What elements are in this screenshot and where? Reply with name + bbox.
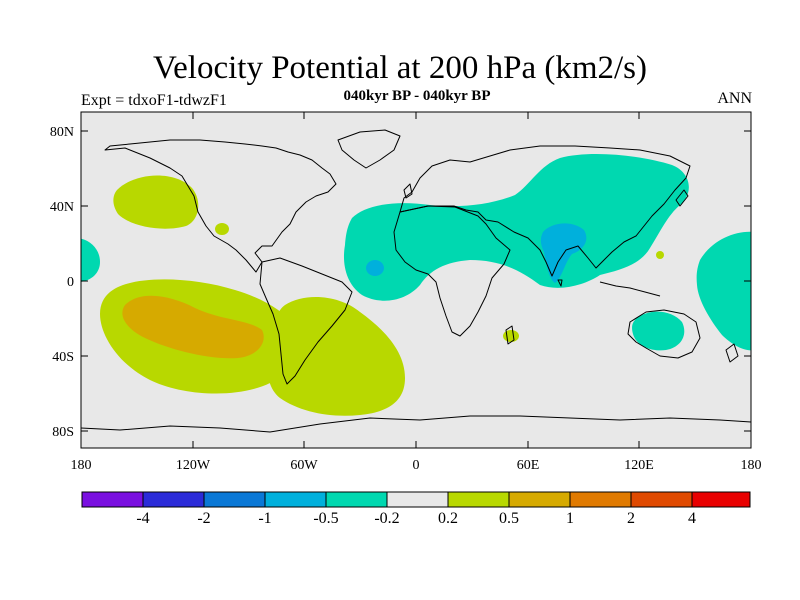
colorbar-swatch	[630, 491, 693, 508]
colorbar-label: 0.2	[438, 510, 458, 527]
y-label-40s: 40S	[52, 350, 74, 365]
experiment-label: Expt = tdxoF1-tdwzF1	[81, 92, 227, 109]
colorbar: -4 -2 -1 -0.5 -0.2 0.2 0.5 1 2 4	[81, 491, 751, 527]
region-south-pacific-core	[122, 295, 264, 359]
colorbar-swatch	[386, 491, 449, 508]
colorbar-label: 4	[688, 510, 696, 527]
coast-south-america	[259, 257, 353, 385]
colorbar-swatch	[569, 491, 632, 508]
x-label-120e: 120E	[624, 458, 654, 473]
colorbar-swatch	[447, 491, 510, 508]
axis-ticks	[81, 112, 751, 448]
colorbar-label: 0.5	[499, 510, 519, 527]
plot-subtitle: 040kyr BP - 040kyr BP	[343, 88, 491, 104]
colorbar-swatch	[81, 491, 144, 508]
colorbar-swatch	[508, 491, 571, 508]
colorbar-label: -1	[258, 510, 271, 527]
region-madagascar-positive	[503, 330, 519, 342]
coast-eurasia	[399, 145, 691, 277]
coast-sri-lanka	[557, 279, 563, 287]
region-eastern-pacific-negative	[81, 238, 100, 282]
coastlines	[81, 129, 751, 433]
y-label-40n: 40N	[50, 200, 74, 215]
x-label-180e: 180	[741, 458, 762, 473]
region-north-pacific-positive	[113, 175, 199, 229]
colorbar-label: -0.5	[313, 510, 338, 527]
colorbar-label: -4	[136, 510, 149, 527]
region-south-america-positive	[266, 296, 405, 416]
x-label-180w: 180	[71, 458, 92, 473]
region-west-pacific-negative	[696, 231, 751, 351]
colorbar-swatch	[264, 491, 327, 508]
coast-antarctica	[81, 415, 751, 433]
region-west-africa-core-negative	[366, 260, 384, 276]
plot-title: Velocity Potential at 200 hPa (km2/s)	[152, 50, 648, 86]
coast-north-america	[104, 139, 337, 273]
coast-australia	[627, 309, 701, 359]
colorbar-swatch	[203, 491, 266, 508]
coast-greenland	[337, 129, 401, 169]
y-label-80s: 80S	[52, 425, 74, 440]
coast-new-zealand	[725, 343, 739, 363]
coast-indonesia	[599, 281, 661, 297]
colorbar-label: -0.2	[374, 510, 399, 527]
colorbar-swatch	[691, 491, 751, 508]
colorbar-swatch	[325, 491, 388, 508]
region-eurasia-negative	[343, 154, 689, 301]
region-mexico-positive	[215, 223, 229, 235]
colorbar-label: 1	[566, 510, 574, 527]
region-australia-negative	[632, 311, 685, 351]
x-label-60w: 60W	[290, 458, 318, 473]
season-label: ANN	[717, 90, 752, 107]
x-label-60e: 60E	[517, 458, 540, 473]
colorbar-swatch	[142, 491, 205, 508]
y-label-0: 0	[67, 275, 74, 290]
colorbar-label: -2	[197, 510, 210, 527]
coast-africa	[393, 205, 511, 337]
x-label-0: 0	[413, 458, 420, 473]
coast-madagascar	[505, 325, 515, 345]
coast-japan	[675, 189, 689, 207]
colorbar-label: 2	[627, 510, 635, 527]
region-philippines-positive	[656, 251, 664, 259]
y-label-80n: 80N	[50, 125, 74, 140]
x-label-120w: 120W	[176, 458, 211, 473]
coast-british-isles	[403, 183, 413, 199]
